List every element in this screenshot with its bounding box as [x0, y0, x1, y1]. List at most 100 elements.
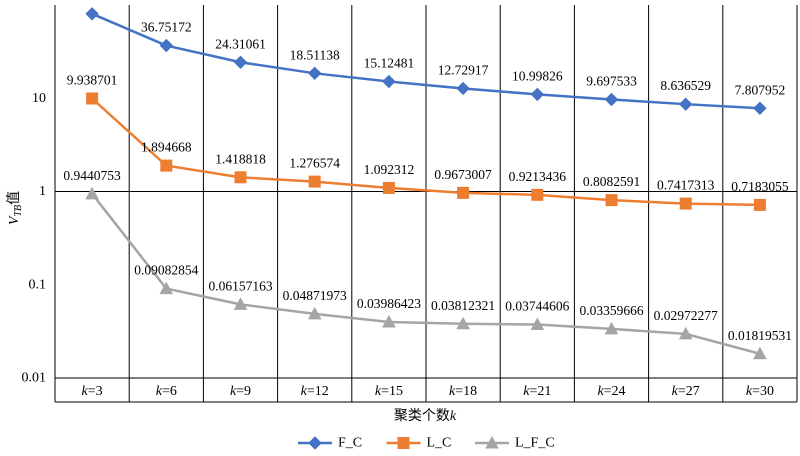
category-label-value: =24 — [604, 384, 626, 399]
legend-item: L_C — [386, 436, 451, 451]
data-point — [604, 92, 619, 107]
series-l-c — [86, 92, 766, 211]
category-label: k=18 — [449, 384, 477, 399]
data-label: 0.03359666 — [579, 303, 643, 318]
data-point — [605, 194, 618, 207]
legend-swatch-marker — [485, 435, 499, 449]
data-label: 10.99826 — [512, 68, 563, 83]
legend-item: L_F_C — [475, 436, 555, 451]
series-l-f-c — [85, 186, 767, 360]
data-label: 9.697533 — [586, 73, 637, 88]
data-label: 12.72917 — [438, 62, 489, 77]
category-label-value: =18 — [455, 384, 477, 399]
data-label: 0.9213436 — [509, 169, 567, 184]
data-point — [233, 55, 248, 69]
series-f-c — [85, 7, 767, 115]
category-label: k=6 — [156, 384, 177, 399]
category-label-value: =3 — [88, 384, 103, 399]
series-lines — [85, 7, 767, 360]
y-tick-label: 10 — [32, 91, 46, 106]
y-axis-title-sub: TB — [13, 205, 24, 217]
data-point — [382, 74, 396, 89]
data-label: 0.01819531 — [728, 328, 792, 343]
category-label-var: k — [230, 384, 237, 399]
data-label: 0.9673007 — [434, 167, 492, 182]
data-point — [753, 198, 766, 211]
data-point — [753, 346, 767, 360]
legend: F_C L_C L_F_C — [298, 436, 555, 451]
category-label-var: k — [672, 384, 679, 399]
category-label-value: =27 — [678, 384, 700, 399]
category-label-value: =6 — [162, 384, 177, 399]
data-label: 0.03986423 — [357, 296, 421, 311]
legend-item: F_C — [298, 436, 362, 451]
data-label: 0.8082591 — [583, 174, 640, 189]
data-label: 0.03744606 — [505, 299, 569, 314]
legend-label: L_F_C — [515, 436, 555, 451]
category-label-value: =30 — [752, 384, 774, 399]
legend-swatch-marker — [308, 436, 322, 450]
data-point — [604, 321, 619, 335]
data-label: 0.03812321 — [431, 298, 495, 313]
data-label: 1.276574 — [289, 156, 340, 171]
y-axis-title: VTB值 — [6, 191, 24, 225]
data-point — [679, 197, 692, 210]
category-label: k=24 — [597, 384, 625, 399]
data-point — [159, 281, 174, 295]
data-label: 24.31061 — [215, 36, 266, 51]
y-tick-label: 1 — [39, 184, 46, 199]
x-axis-categories: k=3 k=6 k=9 k=12 k=15 k=18 k=21 k=24 k=27 k=30 — [82, 384, 774, 399]
data-point — [530, 317, 545, 331]
category-label-var: k — [597, 384, 604, 399]
data-label: 7.807952 — [735, 82, 786, 97]
x-axis-title-var: k — [450, 409, 457, 424]
category-label-var: k — [82, 384, 89, 399]
legend-swatch-marker — [397, 437, 410, 449]
data-label: 9.938701 — [67, 72, 118, 87]
data-point — [530, 87, 545, 102]
data-label: 1.418818 — [215, 151, 266, 166]
data-point — [308, 175, 321, 188]
data-point — [234, 171, 247, 184]
data-point — [456, 81, 470, 96]
y-axis-title-main: V — [7, 215, 22, 225]
data-point — [86, 92, 99, 105]
y-axis-ticks: 0.01 0.1 1 10 — [22, 91, 47, 386]
data-label: 0.7183055 — [731, 179, 789, 194]
svg-text:VTB值: VTB值 — [6, 191, 24, 225]
data-label: 0.7417313 — [657, 178, 715, 193]
data-point — [159, 38, 174, 53]
data-point — [382, 314, 396, 328]
category-label-var: k — [301, 384, 308, 399]
category-label: k=9 — [230, 384, 251, 399]
data-label: 0.06157163 — [208, 278, 272, 293]
data-point — [753, 101, 767, 115]
data-label: 80.45604 — [67, 0, 118, 3]
series-line — [91, 12, 760, 110]
data-point — [307, 66, 322, 81]
data-point — [85, 7, 99, 21]
legend-label: F_C — [338, 436, 362, 451]
y-tick-label: 0.01 — [22, 371, 47, 386]
category-label: k=27 — [672, 384, 700, 399]
category-label-var: k — [523, 384, 530, 399]
data-labels: 80.45604 36.75172 24.31061 18.51138 15.12481… — [63, 0, 792, 343]
data-point — [382, 181, 395, 194]
data-point — [160, 159, 173, 172]
data-label: 15.12481 — [364, 55, 415, 70]
series-line — [91, 193, 761, 355]
x-axis-title-text: 聚类个数 — [394, 408, 450, 424]
category-label: k=12 — [301, 384, 329, 399]
category-label-var: k — [746, 384, 753, 399]
y-tick-label: 0.1 — [29, 277, 47, 292]
data-label: 0.02972277 — [654, 308, 718, 323]
data-label: 8.636529 — [660, 78, 711, 93]
data-label: 0.9440753 — [63, 168, 121, 183]
category-label-var: k — [375, 384, 382, 399]
data-point — [678, 326, 693, 340]
data-point — [456, 316, 470, 330]
data-point — [233, 297, 248, 310]
data-point — [307, 306, 322, 320]
category-label: k=15 — [375, 384, 403, 399]
